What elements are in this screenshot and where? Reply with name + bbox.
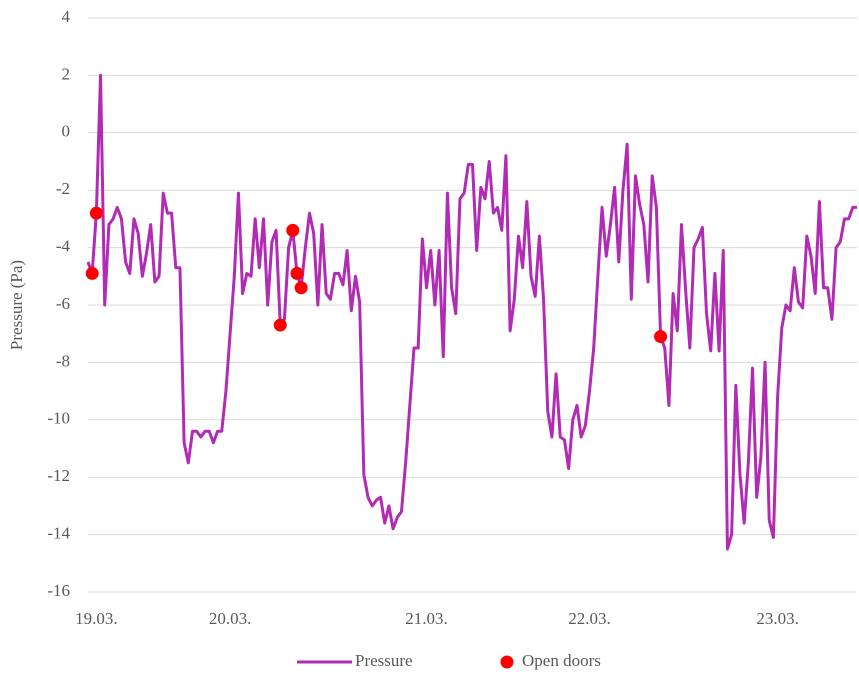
x-tick-label: 19.03. bbox=[75, 609, 118, 628]
y-tick-label: -2 bbox=[56, 179, 70, 198]
legend-label: Pressure bbox=[355, 651, 413, 670]
y-tick-label: -10 bbox=[47, 409, 70, 428]
door-point bbox=[654, 330, 668, 344]
y-tick-label: 2 bbox=[62, 64, 71, 83]
legend-swatch bbox=[500, 655, 514, 669]
y-tick-label: 0 bbox=[62, 122, 71, 141]
y-tick-label: -12 bbox=[47, 466, 70, 485]
x-tick-label: 20.03. bbox=[209, 609, 252, 628]
door-point bbox=[89, 206, 103, 220]
y-tick-label: -4 bbox=[56, 237, 71, 256]
y-tick-label: -8 bbox=[56, 351, 70, 370]
y-tick-label: -16 bbox=[47, 581, 70, 600]
x-tick-label: 23.03. bbox=[756, 609, 799, 628]
door-point bbox=[290, 266, 304, 280]
y-tick-label: -6 bbox=[56, 294, 70, 313]
x-tick-label: 22.03. bbox=[568, 609, 611, 628]
door-point bbox=[85, 266, 99, 280]
y-tick-label: -14 bbox=[47, 524, 70, 543]
door-point bbox=[294, 281, 308, 295]
y-tick-label: 4 bbox=[62, 7, 71, 26]
door-point bbox=[286, 223, 300, 237]
y-axis-label: Pressure (Pa) bbox=[7, 260, 26, 350]
door-point bbox=[273, 318, 287, 332]
x-tick-label: 21.03. bbox=[405, 609, 448, 628]
legend-label: Open doors bbox=[522, 651, 601, 670]
pressure-line bbox=[86, 73, 857, 551]
